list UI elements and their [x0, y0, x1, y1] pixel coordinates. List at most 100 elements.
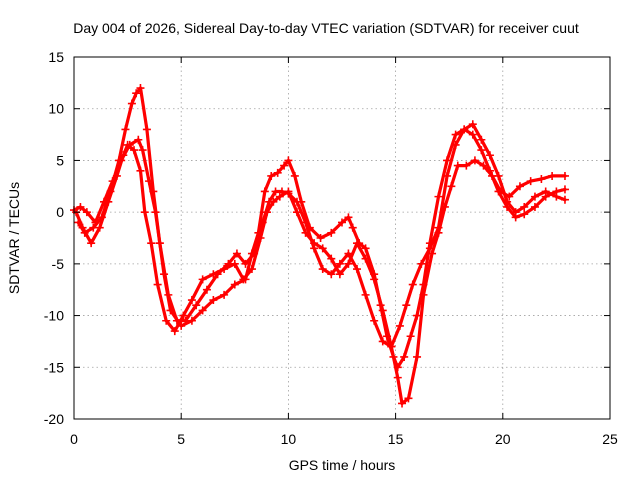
y-tick-label: 15 — [48, 49, 64, 65]
data-point — [123, 140, 132, 149]
data-point — [443, 171, 452, 180]
data-point — [164, 290, 173, 299]
data-point — [477, 146, 486, 155]
data-point — [353, 239, 362, 248]
data-point — [417, 259, 426, 268]
data-point — [468, 120, 477, 129]
data-point — [335, 270, 344, 279]
data-point — [290, 171, 299, 180]
data-point — [138, 146, 147, 155]
data-point — [155, 239, 164, 248]
y-axis-label: SDTVAR / TECUs — [6, 182, 22, 294]
data-point — [247, 265, 256, 274]
data-point — [87, 239, 96, 248]
data-point — [119, 151, 128, 160]
x-tick-label: 0 — [70, 431, 78, 447]
data-point — [327, 254, 336, 263]
data-point — [400, 352, 409, 361]
data-point — [147, 239, 156, 248]
data-point — [560, 185, 569, 194]
y-tick-label: 10 — [48, 101, 64, 117]
data-point — [267, 171, 276, 180]
x-tick-label: 20 — [495, 431, 511, 447]
data-point — [76, 202, 85, 211]
series-track-3 — [72, 140, 569, 408]
x-tick-label: 10 — [281, 431, 297, 447]
data-point — [136, 84, 145, 93]
series-layer — [70, 84, 569, 408]
data-point — [209, 270, 218, 279]
data-point — [121, 125, 130, 134]
x-axis-label: GPS time / hours — [289, 457, 396, 473]
data-point — [434, 192, 443, 201]
data-point — [344, 259, 353, 268]
x-tick-label: 15 — [388, 431, 404, 447]
data-point — [344, 213, 353, 222]
data-point — [393, 373, 402, 382]
data-point — [95, 223, 104, 232]
y-tick-label: -20 — [44, 411, 64, 427]
data-point — [256, 234, 265, 242]
data-point — [134, 135, 143, 144]
data-point — [505, 192, 514, 201]
data-point — [112, 171, 121, 180]
data-point — [198, 275, 207, 284]
data-point — [387, 342, 396, 351]
data-point — [378, 337, 387, 346]
data-point — [428, 249, 437, 258]
data-point — [451, 140, 460, 149]
data-point — [477, 135, 486, 144]
data-point — [132, 89, 141, 98]
data-point — [327, 228, 336, 237]
x-tick-label: 5 — [177, 431, 185, 447]
data-point — [153, 280, 162, 289]
data-point — [318, 244, 327, 253]
axes: 0 5 10 15 20 25 -20 -15 -10 -5 0 5 10 15 — [44, 49, 618, 447]
data-point — [496, 187, 505, 196]
data-point — [520, 202, 529, 211]
data-point — [284, 187, 293, 196]
data-point — [239, 275, 248, 284]
data-point — [370, 275, 379, 284]
data-point — [395, 321, 404, 330]
y-tick-label: 0 — [56, 204, 64, 220]
data-point — [361, 290, 370, 299]
data-point — [515, 182, 524, 191]
data-point — [434, 228, 443, 237]
data-point — [468, 130, 477, 139]
data-point — [470, 156, 479, 165]
data-point — [526, 177, 535, 186]
data-point — [202, 285, 211, 294]
data-point — [348, 223, 357, 232]
data-point — [316, 234, 325, 242]
data-point — [451, 130, 460, 139]
data-point — [488, 171, 497, 180]
data-point — [232, 249, 241, 258]
data-point — [209, 296, 218, 305]
data-point — [198, 306, 207, 315]
data-point — [179, 311, 188, 320]
data-point — [162, 316, 171, 325]
data-point — [275, 192, 284, 201]
data-point — [485, 151, 494, 160]
data-point — [301, 228, 310, 237]
series-line — [72, 127, 567, 369]
data-point — [520, 210, 529, 219]
data-point — [353, 265, 362, 274]
x-tick-label: 25 — [602, 431, 618, 447]
data-point — [408, 280, 417, 289]
data-point — [280, 161, 289, 170]
data-point — [78, 223, 87, 232]
data-point — [398, 399, 407, 408]
y-tick-label: 5 — [56, 152, 64, 168]
data-point — [269, 197, 278, 206]
series-track-2 — [74, 84, 569, 351]
data-point — [142, 125, 151, 134]
data-point — [140, 208, 149, 217]
data-point — [413, 352, 422, 361]
data-point — [413, 311, 422, 320]
data-point — [262, 208, 271, 217]
data-point — [82, 208, 91, 217]
data-point — [292, 208, 301, 217]
